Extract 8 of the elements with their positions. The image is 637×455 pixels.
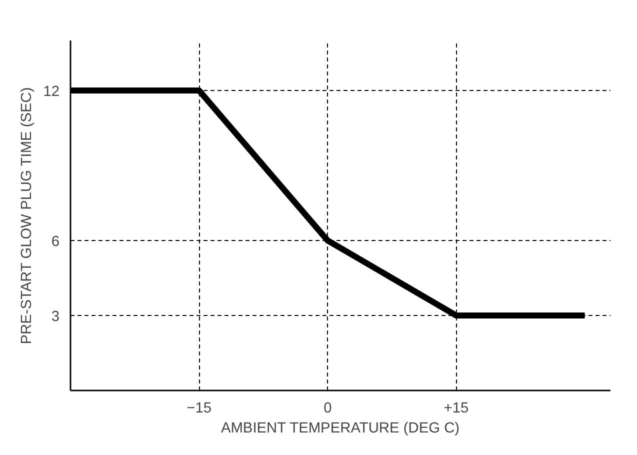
x-axis-title: AMBIENT TEMPERATURE (DEG C) [220,420,460,436]
x-tick-label: +15 [444,400,469,416]
y-tick-label: 12 [43,84,60,100]
x-tick-label: −15 [186,400,212,416]
y-tick-label: 6 [51,234,60,250]
y-axis-title: PRE-START GLOW PLUG TIME (SEC) [19,87,36,344]
x-tick-label: 0 [324,400,332,416]
y-tick-label: 3 [51,309,60,325]
